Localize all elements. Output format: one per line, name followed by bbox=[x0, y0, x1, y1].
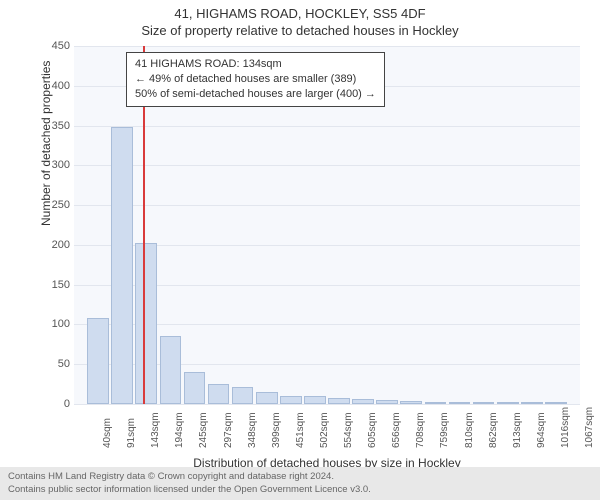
histogram-bar bbox=[497, 402, 519, 404]
x-tick-label: 40sqm bbox=[102, 418, 113, 448]
histogram-bar bbox=[208, 384, 230, 404]
y-tick-label: 50 bbox=[44, 358, 70, 370]
x-tick-label: 862sqm bbox=[488, 412, 499, 448]
x-tick-label: 502sqm bbox=[319, 412, 330, 448]
x-tick-label: 1016sqm bbox=[560, 407, 571, 448]
footer-attribution: Contains HM Land Registry data © Crown c… bbox=[0, 467, 600, 500]
y-tick-label: 250 bbox=[44, 199, 70, 211]
histogram-bar bbox=[376, 400, 398, 404]
x-tick-label: 348sqm bbox=[247, 412, 258, 448]
footer-line2: Contains public sector information licen… bbox=[8, 484, 592, 496]
gridline bbox=[74, 165, 580, 166]
histogram-bar bbox=[449, 402, 471, 404]
x-tick-label: 656sqm bbox=[391, 412, 402, 448]
x-tick-label: 143sqm bbox=[150, 412, 161, 448]
annotation-box: 41 HIGHAMS ROAD: 134sqm ← 49% of detache… bbox=[126, 52, 385, 107]
annotation-line2: ← 49% of detached houses are smaller (38… bbox=[135, 72, 376, 87]
histogram-bar bbox=[135, 243, 157, 404]
annotation-line3: 50% of semi-detached houses are larger (… bbox=[135, 87, 376, 102]
histogram-bar bbox=[256, 392, 278, 404]
x-tick-label: 554sqm bbox=[343, 412, 354, 448]
address-title: 41, HIGHAMS ROAD, HOCKLEY, SS5 4DF bbox=[0, 6, 600, 21]
x-tick-label: 810sqm bbox=[464, 412, 475, 448]
y-tick-label: 350 bbox=[44, 120, 70, 132]
histogram-bar bbox=[400, 401, 422, 404]
x-tick-label: 708sqm bbox=[415, 412, 426, 448]
subtitle: Size of property relative to detached ho… bbox=[0, 23, 600, 38]
gridline bbox=[74, 126, 580, 127]
y-tick-label: 400 bbox=[44, 80, 70, 92]
chart-area: Number of detached properties 0501001502… bbox=[50, 46, 580, 446]
histogram-bar bbox=[232, 387, 254, 405]
y-tick-label: 450 bbox=[44, 40, 70, 52]
y-tick-label: 0 bbox=[44, 398, 70, 410]
histogram-bar bbox=[545, 402, 567, 404]
gridline bbox=[74, 205, 580, 206]
x-tick-label: 605sqm bbox=[367, 412, 378, 448]
y-tick-label: 300 bbox=[44, 159, 70, 171]
x-tick-label: 194sqm bbox=[174, 412, 185, 448]
histogram-bar bbox=[352, 399, 374, 404]
x-tick-label: 399sqm bbox=[271, 412, 282, 448]
x-tick-label: 964sqm bbox=[536, 412, 547, 448]
x-tick-label: 297sqm bbox=[223, 412, 234, 448]
annotation-line1: 41 HIGHAMS ROAD: 134sqm bbox=[135, 57, 376, 72]
histogram-bar bbox=[425, 402, 447, 404]
histogram-bar bbox=[111, 127, 133, 404]
histogram-bar bbox=[184, 372, 206, 404]
y-tick-label: 200 bbox=[44, 239, 70, 251]
x-tick-label: 913sqm bbox=[512, 412, 523, 448]
histogram-bar bbox=[473, 402, 495, 404]
y-tick-label: 100 bbox=[44, 318, 70, 330]
gridline bbox=[74, 404, 580, 405]
x-tick-label: 451sqm bbox=[295, 412, 306, 448]
footer-line1: Contains HM Land Registry data © Crown c… bbox=[8, 471, 592, 483]
chart-header: 41, HIGHAMS ROAD, HOCKLEY, SS5 4DF Size … bbox=[0, 0, 600, 38]
x-tick-label: 759sqm bbox=[439, 412, 450, 448]
histogram-bar bbox=[87, 318, 109, 404]
histogram-bar bbox=[160, 336, 182, 404]
histogram-bar bbox=[280, 396, 302, 404]
histogram-bar bbox=[304, 396, 326, 404]
x-tick-label: 91sqm bbox=[126, 418, 137, 448]
x-tick-label: 1067sqm bbox=[584, 407, 595, 448]
histogram-bar bbox=[328, 398, 350, 404]
histogram-bar bbox=[521, 402, 543, 404]
gridline bbox=[74, 46, 580, 47]
x-tick-label: 245sqm bbox=[198, 412, 209, 448]
y-tick-label: 150 bbox=[44, 279, 70, 291]
